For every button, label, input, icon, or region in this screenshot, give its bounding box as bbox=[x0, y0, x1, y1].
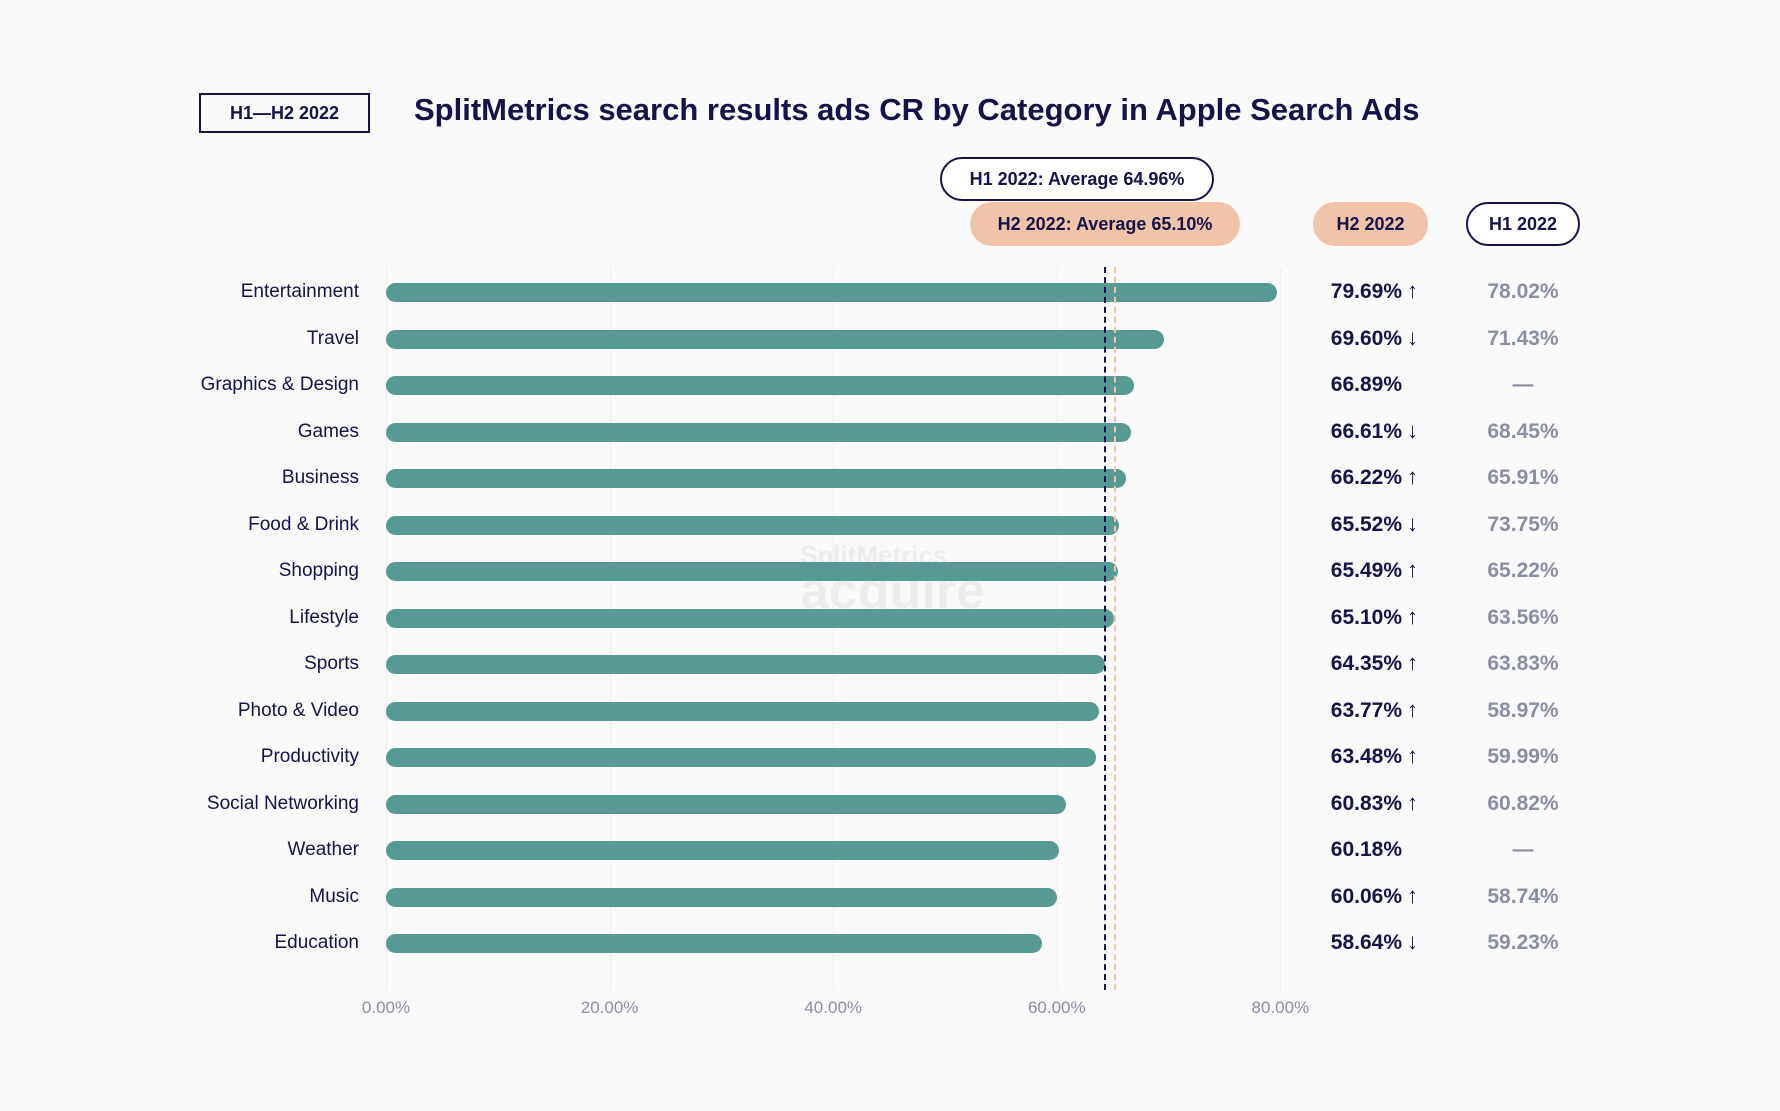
category-label: Shopping bbox=[278, 560, 359, 581]
h2-value: 69.60% bbox=[1330, 326, 1402, 350]
h2-value: 79.69% bbox=[1330, 280, 1402, 303]
h2-value: 65.52% bbox=[1330, 512, 1402, 536]
chart-title: SplitMetrics search results ads CR by Ca… bbox=[414, 92, 1420, 127]
arrow-up-icon: ↑ bbox=[1407, 650, 1418, 675]
h1-value: 65.22% bbox=[1487, 559, 1559, 582]
bar-h2 bbox=[386, 841, 1059, 860]
bar-h2 bbox=[386, 329, 1165, 349]
h2-value: 63.77% bbox=[1330, 698, 1402, 722]
h1-value: 63.56% bbox=[1487, 605, 1559, 629]
category-label: Weather bbox=[287, 839, 359, 860]
h1-value: — bbox=[1512, 838, 1534, 861]
arrow-up-icon: ↑ bbox=[1407, 464, 1418, 489]
x-tick-label: 60.00% bbox=[1027, 998, 1086, 1017]
h1-value: 60.82% bbox=[1487, 791, 1559, 815]
h2-value: 60.18% bbox=[1330, 838, 1402, 861]
h2-value: 63.48% bbox=[1330, 745, 1402, 768]
arrow-up-icon: ↑ bbox=[1407, 696, 1418, 722]
bar-h2 bbox=[386, 748, 1096, 767]
bar-h2 bbox=[386, 794, 1067, 814]
bar-h2 bbox=[386, 887, 1058, 907]
arrow-up-icon: ↑ bbox=[1407, 278, 1418, 303]
category-label: Social Networking bbox=[206, 792, 359, 814]
x-tick-label: 20.00% bbox=[580, 998, 639, 1017]
category-label: Education bbox=[274, 932, 359, 953]
gridline bbox=[833, 267, 835, 990]
bar-h2 bbox=[386, 469, 1127, 488]
h1-value: — bbox=[1512, 373, 1534, 396]
bar-h2 bbox=[386, 608, 1114, 628]
h1-value: 71.43% bbox=[1487, 326, 1559, 350]
category-label: Games bbox=[297, 420, 359, 442]
h1-value: 78.02% bbox=[1487, 280, 1559, 303]
bar-h2 bbox=[386, 515, 1119, 535]
x-tick-label: 0.00% bbox=[361, 998, 411, 1017]
arrow-up-icon: ↑ bbox=[1407, 789, 1418, 815]
h2-average-label: H2 2022: Average 65.10% bbox=[970, 202, 1240, 246]
h2-value: 65.49% bbox=[1330, 559, 1402, 582]
arrow-down-icon: ↓ bbox=[1407, 417, 1418, 443]
h1-value: 68.45% bbox=[1487, 419, 1559, 443]
h2-value: 66.89% bbox=[1330, 373, 1402, 396]
bar-h2 bbox=[386, 422, 1131, 442]
bar-h2 bbox=[386, 283, 1277, 302]
arrow-down-icon: ↓ bbox=[1407, 929, 1418, 954]
h2-value: 60.83% bbox=[1330, 791, 1402, 815]
h1-average-line bbox=[1104, 267, 1107, 990]
category-label: Travel bbox=[306, 327, 359, 349]
category-label: Food & Drink bbox=[248, 513, 359, 535]
h2-average-line bbox=[1113, 267, 1116, 990]
bar-h2 bbox=[386, 655, 1106, 674]
h1-value: 58.74% bbox=[1487, 884, 1559, 908]
h1-value: 73.75% bbox=[1487, 512, 1559, 536]
arrow-up-icon: ↑ bbox=[1407, 743, 1418, 768]
arrow-up-icon: ↑ bbox=[1407, 603, 1418, 629]
category-label: Productivity bbox=[260, 746, 359, 767]
bar-h2 bbox=[386, 934, 1042, 953]
h1-value: 58.97% bbox=[1487, 698, 1559, 722]
gridline bbox=[609, 267, 611, 990]
bar-h2 bbox=[386, 701, 1099, 721]
gridline bbox=[1056, 267, 1058, 990]
category-label: Lifestyle bbox=[289, 606, 359, 628]
h2-column-header: H2 2022 bbox=[1313, 202, 1428, 246]
h1-value: 65.91% bbox=[1487, 466, 1559, 489]
h2-value: 66.61% bbox=[1330, 419, 1402, 443]
bar-h2 bbox=[386, 376, 1134, 395]
period-badge: H1—H2 2022 bbox=[199, 93, 370, 133]
arrow-up-icon: ↑ bbox=[1407, 557, 1418, 582]
category-label: Sports bbox=[304, 653, 359, 674]
category-label: Photo & Video bbox=[237, 699, 359, 721]
h2-value: 65.10% bbox=[1330, 605, 1402, 629]
h1-column-header: H1 2022 bbox=[1466, 202, 1580, 246]
bar-h2 bbox=[386, 562, 1119, 581]
arrow-up-icon: ↑ bbox=[1407, 882, 1418, 908]
h2-value: 66.22% bbox=[1330, 466, 1402, 489]
h1-value: 59.99% bbox=[1487, 745, 1559, 768]
arrow-down-icon: ↓ bbox=[1407, 510, 1418, 536]
h2-value: 64.35% bbox=[1330, 652, 1402, 675]
category-label: Entertainment bbox=[240, 281, 359, 302]
h2-value: 58.64% bbox=[1330, 931, 1402, 954]
gridline bbox=[1280, 267, 1282, 990]
x-tick-label: 80.00% bbox=[1251, 998, 1310, 1017]
category-label: Graphics & Design bbox=[200, 374, 359, 395]
h1-value: 59.23% bbox=[1487, 931, 1559, 954]
arrow-down-icon: ↓ bbox=[1407, 324, 1418, 350]
h1-value: 63.83% bbox=[1487, 652, 1559, 675]
h1-average-label: H1 2022: Average 64.96% bbox=[940, 157, 1214, 201]
x-tick-label: 40.00% bbox=[804, 998, 863, 1017]
h2-value: 60.06% bbox=[1330, 884, 1402, 908]
category-label: Music bbox=[309, 885, 359, 907]
category-label: Business bbox=[281, 467, 359, 488]
gridline bbox=[386, 267, 387, 990]
